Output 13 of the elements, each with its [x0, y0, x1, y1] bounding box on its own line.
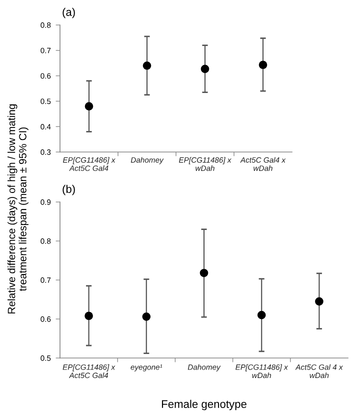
chart-title: (b) — [62, 184, 75, 196]
point — [142, 61, 152, 70]
point — [258, 60, 268, 70]
chart-title: (a) — [62, 8, 75, 18]
y-axis-title: Relative difference (days) of high / low mating treatment lifespan (mean ± 95% CI) — [8, 104, 28, 314]
point — [84, 312, 93, 320]
point — [200, 64, 210, 74]
point — [257, 310, 266, 320]
point — [142, 312, 151, 321]
x-axis-title: Female genotype — [162, 400, 246, 410]
point — [84, 102, 94, 110]
point — [200, 268, 208, 278]
point — [315, 297, 324, 306]
